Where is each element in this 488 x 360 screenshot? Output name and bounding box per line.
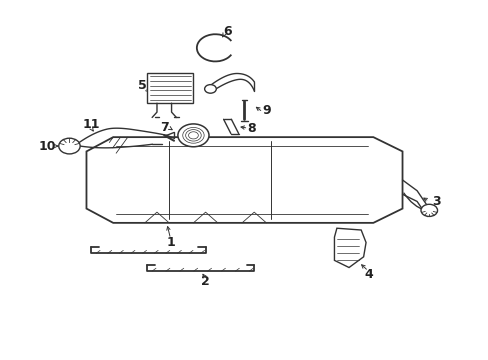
Text: 1: 1 xyxy=(166,236,175,249)
Text: 2: 2 xyxy=(201,275,209,288)
Text: 3: 3 xyxy=(431,195,440,208)
Text: 8: 8 xyxy=(247,122,256,135)
Text: 6: 6 xyxy=(223,25,231,38)
Text: 5: 5 xyxy=(138,79,146,92)
Text: 10: 10 xyxy=(39,140,56,153)
Circle shape xyxy=(420,204,437,216)
Text: 11: 11 xyxy=(82,118,100,131)
Text: 7: 7 xyxy=(160,121,168,134)
Polygon shape xyxy=(334,228,366,267)
Polygon shape xyxy=(86,137,402,223)
Circle shape xyxy=(178,124,208,147)
Circle shape xyxy=(204,85,216,93)
FancyBboxPatch shape xyxy=(147,73,193,103)
Circle shape xyxy=(59,138,80,154)
Text: 9: 9 xyxy=(262,104,270,117)
Text: 4: 4 xyxy=(364,268,372,281)
